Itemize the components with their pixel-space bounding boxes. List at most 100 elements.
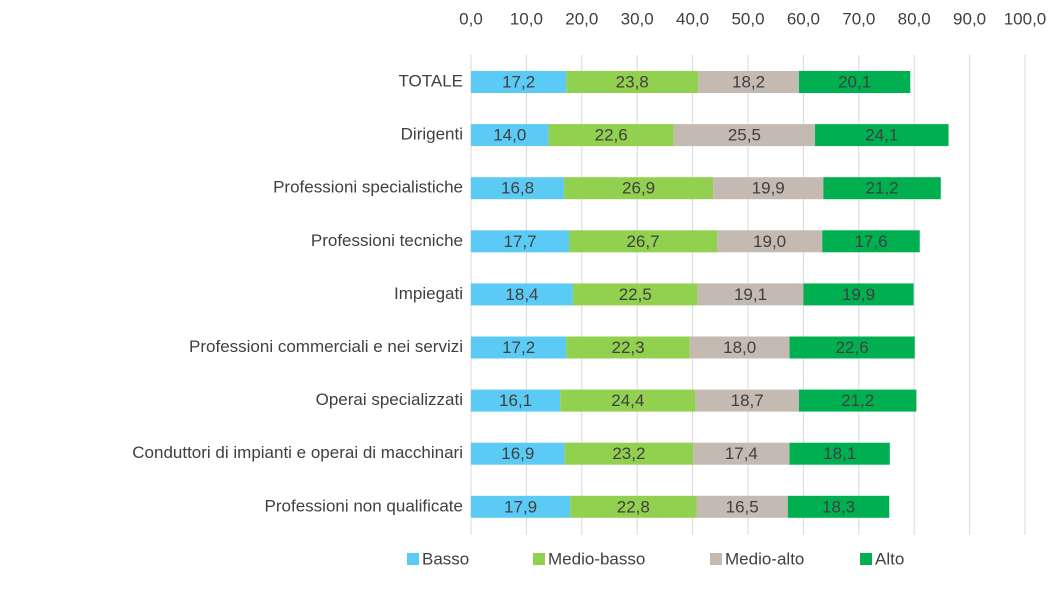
bar-segment: [822, 230, 920, 253]
category-label: Professioni commerciali e nei servizi: [189, 337, 463, 356]
data-label: 19,9: [752, 179, 785, 198]
bar-segment: [564, 442, 694, 465]
bar-segment: [815, 124, 949, 147]
data-label: 25,5: [728, 126, 761, 145]
legend-swatch: [533, 553, 545, 565]
category-label: Dirigenti: [401, 125, 463, 144]
bar-segment: [471, 177, 565, 200]
bar-segment: [716, 230, 823, 253]
category-label: Professioni tecniche: [311, 231, 463, 250]
bar-segment: [471, 495, 571, 518]
category-label: TOTALE: [398, 71, 463, 90]
category-label: Conduttori di impianti e operai di macch…: [132, 443, 463, 462]
legend-swatch: [407, 553, 419, 565]
bar-segment: [471, 124, 549, 147]
bar-segment: [471, 442, 565, 465]
data-label: 22,8: [617, 497, 650, 516]
bar-segment: [566, 336, 690, 359]
data-label: 19,1: [734, 285, 767, 304]
bar-segment: [823, 177, 941, 200]
legend-swatch: [860, 553, 872, 565]
data-label: 19,9: [842, 285, 875, 304]
data-label: 26,7: [626, 232, 659, 251]
legend-label: Alto: [875, 549, 904, 568]
x-tick-label: 30,0: [621, 9, 654, 28]
bar-segment: [696, 495, 788, 518]
bar-segment: [471, 71, 567, 93]
data-label: 18,1: [823, 444, 856, 463]
bar-segment: [471, 389, 561, 412]
x-tick-label: 40,0: [676, 9, 709, 28]
x-tick-label: 60,0: [787, 9, 820, 28]
bar-segment: [548, 124, 674, 147]
x-tick-label: 80,0: [898, 9, 931, 28]
data-label: 17,9: [504, 497, 537, 516]
bar-segment: [572, 283, 698, 306]
data-label: 22,5: [619, 285, 652, 304]
data-label: 23,8: [616, 72, 649, 91]
x-tick-label: 10,0: [510, 9, 543, 28]
legend-swatch: [710, 553, 722, 565]
bar-segment: [798, 71, 911, 93]
bar-segment: [569, 230, 717, 253]
category-label: Impiegati: [394, 284, 463, 303]
x-tick-label: 100,0: [1004, 9, 1047, 28]
bar-segment: [803, 283, 914, 306]
data-label: 18,3: [822, 497, 855, 516]
category-label: Professioni non qualificate: [265, 496, 463, 515]
bar-segment: [798, 389, 917, 412]
bar-segment: [693, 442, 790, 465]
x-tick-label: 20,0: [565, 9, 598, 28]
data-label: 17,6: [854, 232, 887, 251]
x-tick-label: 0,0: [459, 9, 483, 28]
x-tick-label: 70,0: [842, 9, 875, 28]
data-label: 14,0: [493, 126, 526, 145]
data-label: 24,4: [611, 391, 644, 410]
bar-segment: [570, 495, 697, 518]
data-label: 16,5: [726, 497, 759, 516]
bar-segment: [695, 389, 799, 412]
data-label: 16,9: [501, 444, 534, 463]
data-label: 22,3: [612, 338, 645, 357]
bar-segment: [673, 124, 816, 147]
data-label: 21,2: [866, 179, 899, 198]
bar-segment: [789, 336, 915, 359]
bar-segment: [713, 177, 824, 200]
data-label: 17,2: [502, 338, 535, 357]
bar-segment: [697, 283, 804, 306]
bar-segment: [471, 230, 570, 253]
bar-segment: [698, 71, 799, 93]
data-label: 18,7: [731, 391, 764, 410]
data-label: 16,1: [499, 391, 532, 410]
data-label: 17,2: [502, 72, 535, 91]
legend-label: Medio-basso: [548, 549, 645, 568]
bar-segment: [787, 495, 890, 518]
data-label: 16,8: [501, 179, 534, 198]
data-label: 21,2: [841, 391, 874, 410]
data-label: 22,6: [595, 126, 628, 145]
bar-segment: [689, 336, 790, 359]
data-label: 20,1: [838, 72, 871, 91]
bar-segment: [789, 442, 890, 465]
category-label: Professioni specialistiche: [273, 178, 463, 197]
bar-segment: [471, 283, 573, 306]
bar-segment: [560, 389, 696, 412]
bar-segment: [566, 71, 699, 93]
bar-segment: [564, 177, 714, 200]
data-label: 24,1: [865, 126, 898, 145]
category-label: Operai specializzati: [316, 390, 463, 409]
data-label: 19,0: [753, 232, 786, 251]
legend-label: Basso: [422, 549, 469, 568]
data-label: 22,6: [836, 338, 869, 357]
data-label: 17,4: [725, 444, 758, 463]
x-tick-label: 50,0: [731, 9, 764, 28]
data-label: 26,9: [622, 179, 655, 198]
data-label: 18,0: [723, 338, 756, 357]
data-label: 23,2: [612, 444, 645, 463]
data-label: 18,4: [505, 285, 538, 304]
x-tick-label: 90,0: [953, 9, 986, 28]
legend-label: Medio-alto: [725, 549, 804, 568]
data-label: 17,7: [503, 232, 536, 251]
bar-segment: [471, 336, 567, 359]
